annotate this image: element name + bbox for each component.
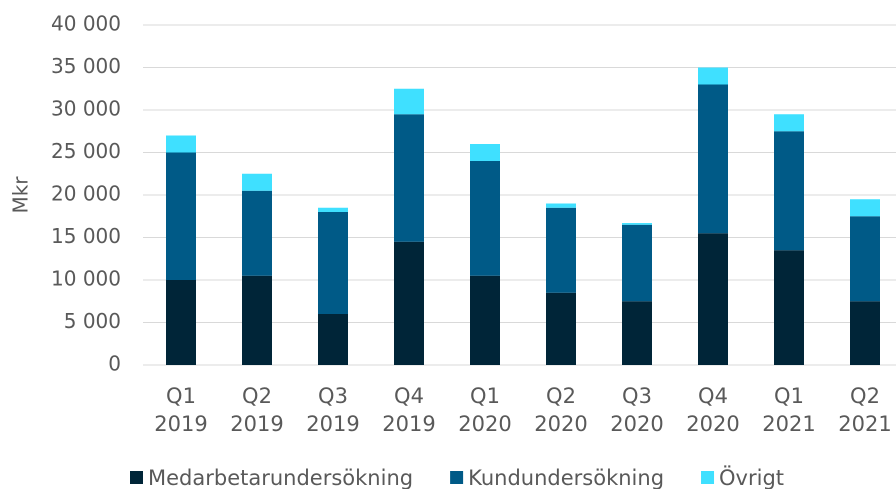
y-tick-label: 20 000	[51, 182, 121, 206]
x-tick-label: Q1 2021	[762, 384, 815, 436]
bar-segment	[318, 314, 348, 365]
bar-segment	[470, 144, 500, 161]
y-tick-label: 5 000	[64, 309, 121, 333]
bar-segment	[166, 152, 196, 280]
x-tick-label: Q4 2019	[382, 384, 435, 436]
bar-segment	[242, 173, 272, 191]
bar-segment	[622, 224, 652, 302]
bar-segment	[394, 114, 424, 242]
bar-segment	[242, 190, 272, 276]
bar-segment	[318, 212, 348, 314]
x-tick-label: Q3 2019	[306, 384, 359, 436]
bar-segment	[394, 88, 424, 115]
bar-segment	[546, 203, 576, 208]
bar-segment	[622, 301, 652, 365]
y-tick-label: 10 000	[51, 267, 121, 291]
bar-segment	[242, 275, 272, 365]
x-tick-label: Q2 2020	[534, 384, 587, 436]
bar-segment	[698, 84, 728, 234]
y-tick-label: 15 000	[51, 224, 121, 248]
bar-segment	[546, 292, 576, 365]
x-tick-label: Q4 2020	[686, 384, 739, 436]
y-tick-label: 40 000	[51, 12, 121, 36]
bar-segment	[698, 233, 728, 365]
legend-label: Medarbetarundersökning	[148, 466, 413, 489]
x-tick-label: Q2 2019	[230, 384, 283, 436]
bar-segment	[394, 241, 424, 365]
legend-swatch	[130, 471, 143, 484]
bar-segment	[546, 207, 576, 293]
x-tick-label: Q3 2020	[610, 384, 663, 436]
y-tick-label: 35 000	[51, 54, 121, 78]
bar-segment	[774, 114, 804, 132]
y-tick-label: 30 000	[51, 97, 121, 121]
bar-segment	[850, 301, 880, 365]
y-tick-label: 25 000	[51, 139, 121, 163]
x-tick-label: Q2 2021	[838, 384, 891, 436]
legend-label: Kundundersökning	[468, 466, 664, 489]
bar-segment	[470, 275, 500, 365]
bar-segment	[318, 207, 348, 212]
y-tick-label: 0	[108, 352, 121, 376]
legend-swatch	[450, 471, 464, 484]
bar-segment	[774, 250, 804, 365]
x-tick-label: Q1 2019	[154, 384, 207, 436]
bar-segment	[850, 216, 880, 302]
bar-segment	[850, 199, 880, 217]
y-axis-label: Mkr	[9, 176, 33, 214]
bar-segment	[698, 67, 728, 85]
bar-segment	[470, 161, 500, 276]
legend-label: Övrigt	[719, 465, 784, 489]
bar-segment	[166, 280, 196, 365]
legend-swatch	[701, 471, 715, 484]
bar-segment	[166, 135, 196, 153]
bar-segment	[774, 131, 804, 251]
x-tick-label: Q1 2020	[458, 384, 511, 436]
bar-segment	[622, 223, 652, 225]
